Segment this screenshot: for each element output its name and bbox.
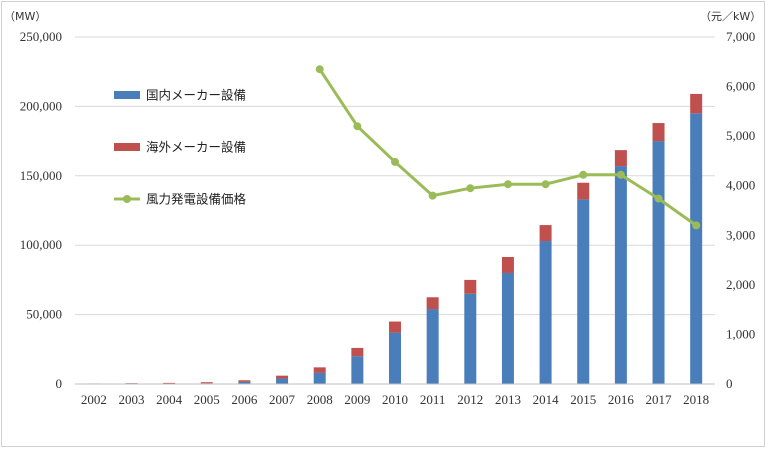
- right-tick-label: 2,000: [726, 277, 755, 292]
- bar-domestic: [577, 199, 590, 384]
- bar-foreign: [501, 256, 514, 273]
- bar-foreign: [652, 123, 665, 142]
- left-axis-unit: （MW）: [4, 10, 46, 23]
- bar-foreign: [614, 150, 627, 167]
- price-point: [353, 122, 362, 131]
- price-point: [579, 170, 588, 179]
- price-line-path: [318, 68, 698, 227]
- right-tick-label: 1,000: [726, 326, 755, 341]
- price-point: [466, 184, 475, 193]
- bar-domestic: [389, 332, 401, 384]
- x-tick-label: 2003: [118, 392, 144, 407]
- bar-foreign: [464, 279, 477, 294]
- price-point: [315, 65, 324, 74]
- bar-foreign: [539, 225, 552, 242]
- x-tick-label: 2009: [344, 392, 370, 407]
- bar-foreign: [426, 297, 439, 310]
- right-tick-label: 4,000: [726, 178, 755, 193]
- bar-domestic: [652, 141, 665, 384]
- bar-domestic: [501, 272, 514, 384]
- legend-label: 風力発電設備価格: [146, 192, 247, 207]
- bar-domestic: [276, 378, 289, 384]
- bar-foreign: [690, 93, 703, 114]
- right-axis-unit: （元／kW）: [700, 10, 761, 23]
- price-point: [616, 170, 625, 179]
- x-tick-label: 2012: [457, 392, 483, 407]
- bar-foreign: [200, 382, 213, 384]
- bar-foreign: [125, 383, 138, 384]
- axes: 0 50,000 100,000 150,000 200,000 250,000 0 1,00…: [20, 29, 756, 407]
- price-point: [541, 180, 550, 189]
- price-point: [692, 221, 701, 230]
- left-tick-label: 50,000: [26, 307, 62, 322]
- x-tick-label: 2014: [533, 392, 560, 407]
- x-tick-label: 2004: [156, 392, 183, 407]
- left-tick-label: 0: [56, 376, 63, 391]
- bar-foreign: [577, 182, 590, 200]
- price-point: [503, 180, 512, 189]
- price-point: [391, 157, 399, 166]
- bar-domestic: [313, 372, 326, 384]
- bar-domestic: [464, 293, 477, 384]
- x-tick-label: 2016: [608, 392, 635, 407]
- bar-foreign: [351, 347, 364, 357]
- legend-label: 国内メーカー設備: [146, 88, 246, 103]
- left-tick-label: 200,000: [20, 98, 62, 113]
- price-line: [315, 65, 701, 230]
- x-tick-label: 2011: [420, 392, 446, 407]
- bar-domestic: [690, 113, 703, 384]
- right-tick-label: 0: [726, 376, 733, 391]
- right-tick-label: 7,000: [726, 29, 755, 44]
- legend-swatch: [114, 91, 140, 99]
- x-tick-label: 2017: [646, 392, 673, 407]
- right-tick-label: 6,000: [726, 79, 755, 94]
- bar-domestic: [426, 309, 439, 384]
- x-tick-label: 2010: [382, 392, 408, 407]
- bar-foreign: [389, 321, 401, 333]
- legend-label: 海外メーカー設備: [146, 140, 246, 155]
- bar-foreign: [163, 382, 176, 384]
- right-tick-label: 3,000: [726, 227, 755, 242]
- left-tick-label: 100,000: [20, 237, 62, 252]
- right-tick-label: 5,000: [726, 128, 755, 143]
- price-point: [654, 194, 663, 203]
- bar-domestic: [614, 166, 627, 384]
- x-tick-label: 2007: [269, 392, 296, 407]
- x-tick-label: 2018: [683, 392, 709, 407]
- bar-domestic: [351, 356, 364, 384]
- price-point: [428, 191, 437, 200]
- bar-foreign: [276, 375, 289, 379]
- x-tick-label: 2015: [570, 392, 596, 407]
- legend-swatch: [114, 143, 140, 151]
- x-tick-label: 2006: [231, 392, 258, 407]
- bar-foreign: [238, 380, 251, 382]
- bar-domestic: [238, 381, 251, 384]
- x-tick-label: 2002: [81, 392, 107, 407]
- bar-domestic: [539, 241, 552, 384]
- x-tick-label: 2008: [307, 392, 333, 407]
- x-tick-label: 2013: [495, 392, 521, 407]
- legend-marker: [123, 195, 131, 203]
- left-tick-label: 150,000: [20, 168, 62, 183]
- x-tick-label: 2005: [194, 392, 220, 407]
- left-tick-label: 250,000: [20, 29, 62, 44]
- bars: [87, 93, 703, 384]
- bar-foreign: [313, 367, 326, 373]
